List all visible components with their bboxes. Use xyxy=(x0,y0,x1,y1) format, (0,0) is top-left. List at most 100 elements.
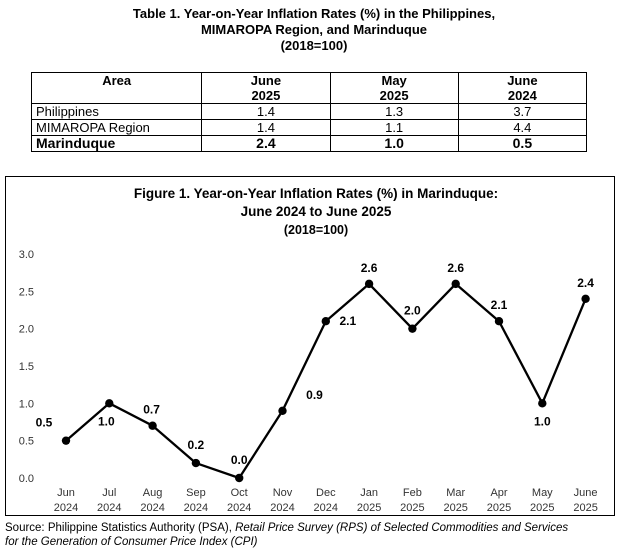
data-point xyxy=(364,279,374,289)
table-header-row: Area June 2025 May 2025 June 2024 xyxy=(30,72,588,104)
table-title-line-3: (2018=100) xyxy=(280,38,348,53)
value-cell: 0.5 xyxy=(457,135,588,152)
series-points-group xyxy=(61,279,590,483)
data-point xyxy=(105,399,114,408)
x-tick-label-year: 2024 xyxy=(270,502,294,514)
y-tick-label: 1.0 xyxy=(19,398,34,410)
table-row: MIMAROPA Region 1.4 1.1 4.4 xyxy=(30,119,588,136)
figure-frame xyxy=(5,176,615,516)
y-tick-label: 1.5 xyxy=(19,361,34,373)
data-point xyxy=(278,406,287,415)
x-tick-label-year: 2024 xyxy=(97,502,121,514)
x-tick-label-year: 2025 xyxy=(573,502,597,514)
source-italic-2: for the Generation of Consumer Price Ind… xyxy=(5,536,258,548)
x-tick-label-month: Apr xyxy=(490,487,507,499)
x-tick-label-year: 2025 xyxy=(400,502,424,514)
x-tick-label-month: Jun xyxy=(57,487,75,499)
x-tick-label-year: 2025 xyxy=(487,502,511,514)
data-label: 0.2 xyxy=(188,438,205,452)
y-tick-label: 2.5 xyxy=(19,286,34,298)
source-note: Source: Philippine Statistics Authority … xyxy=(5,521,625,549)
x-tick-label-month: Jan xyxy=(360,487,378,499)
table-row: Marinduque 2.4 1.0 0.5 xyxy=(30,135,588,152)
data-point xyxy=(191,458,201,468)
x-tick-label-year: 2024 xyxy=(184,502,208,514)
chart-title-line-2: June 2024 to June 2025 xyxy=(241,204,392,219)
header-june-2025-year: 2025 xyxy=(251,88,281,103)
chart-title-line-3: (2018=100) xyxy=(284,223,348,237)
header-may-2025-month: May xyxy=(381,73,407,88)
y-tick-label: 3.0 xyxy=(19,249,34,261)
data-label: 2.1 xyxy=(339,314,356,328)
chart-title-line-1: Figure 1. Year-on-Year Inflation Rates (… xyxy=(134,186,498,201)
x-tick-label-month: Dec xyxy=(316,487,336,499)
data-label: 1.0 xyxy=(534,414,551,428)
x-tick-label-month: May xyxy=(532,487,553,499)
x-tick-label-month: June xyxy=(574,487,598,499)
x-tick-label-year: 2024 xyxy=(140,502,164,514)
header-june-2025-month: June xyxy=(250,73,282,88)
data-point xyxy=(581,294,590,303)
data-point xyxy=(61,436,71,445)
x-tick-label-month: Nov xyxy=(273,487,293,499)
y-tick-label: 2.0 xyxy=(19,324,34,336)
header-may-2025-year: 2025 xyxy=(379,88,409,103)
data-point xyxy=(408,324,417,333)
data-label: 1.0 xyxy=(98,414,115,428)
data-label: 0.7 xyxy=(143,403,160,417)
data-point xyxy=(494,317,504,326)
value-cell: 2.4 xyxy=(201,135,331,152)
value-cell: 3.7 xyxy=(457,103,588,120)
data-label: 2.4 xyxy=(577,276,594,290)
x-tick-label-year: 2024 xyxy=(54,502,78,514)
data-label: 2.6 xyxy=(447,261,464,275)
x-tick-label-year: 2024 xyxy=(314,502,338,514)
header-area-label: Area xyxy=(102,73,132,88)
header-june-2025: June 2025 xyxy=(201,72,331,104)
data-label: 0.5 xyxy=(36,416,53,430)
header-may-2025: May 2025 xyxy=(329,72,459,104)
x-tick-label-month: Jul xyxy=(102,487,116,499)
data-point xyxy=(321,317,330,326)
data-label: 0.0 xyxy=(231,453,248,467)
value-cell: 1.3 xyxy=(329,103,459,120)
data-label: 2.6 xyxy=(361,261,378,275)
table-title-line-2: MIMAROPA Region, and Marinduque xyxy=(200,22,428,37)
x-tick-label-month: Oct xyxy=(231,487,248,499)
header-june-2024: June 2024 xyxy=(457,72,588,104)
x-tick-label-month: Aug xyxy=(143,487,163,499)
source-italic-1: Retail Price Survey (RPS) of Selected Co… xyxy=(235,522,569,534)
y-axis: 0.0 0.5 1.0 1.5 2.0 2.5 3.0 xyxy=(19,249,34,485)
inflation-table: Area June 2025 May 2025 June 2024 Philip… xyxy=(30,72,588,152)
header-area: Area xyxy=(30,72,203,104)
data-label: 0.9 xyxy=(306,388,323,402)
data-label: 2.1 xyxy=(491,298,508,312)
x-tick-label-year: 2025 xyxy=(357,502,381,514)
data-point xyxy=(148,421,157,430)
series-line xyxy=(65,282,587,480)
x-tick-label-year: 2025 xyxy=(443,502,467,514)
area-cell: Marinduque xyxy=(30,135,203,152)
table-title-line-1: Table 1. Year-on-Year Inflation Rates (%… xyxy=(132,6,496,21)
data-point xyxy=(451,279,460,289)
x-tick-label-month: Feb xyxy=(403,487,422,499)
y-tick-label: 0.0 xyxy=(19,473,34,485)
data-point xyxy=(538,399,547,408)
table-title: Table 1. Year-on-Year Inflation Rates (%… xyxy=(0,6,628,54)
table-row: Philippines 1.4 1.3 3.7 xyxy=(30,103,588,120)
x-axis: Jun 2024 Jul 2024 Aug 2024 Sep 2024 Oct 2024 Nov 20… xyxy=(54,487,598,514)
series-line-group xyxy=(65,282,587,480)
value-cell: 1.0 xyxy=(329,135,459,152)
data-point xyxy=(235,473,244,483)
source-prefix: Source: Philippine Statistics Authority … xyxy=(5,522,236,534)
header-june-2024-year: 2024 xyxy=(507,88,537,103)
x-tick-label-month: Sep xyxy=(186,487,206,499)
data-label: 2.0 xyxy=(404,304,421,318)
value-cell: 4.4 xyxy=(457,119,588,136)
x-tick-label-month: Mar xyxy=(446,487,465,499)
header-june-2024-month: June xyxy=(507,73,538,88)
x-tick-label-year: 2024 xyxy=(227,502,251,514)
x-tick-label-year: 2025 xyxy=(530,502,554,514)
y-tick-label: 0.5 xyxy=(19,436,34,448)
